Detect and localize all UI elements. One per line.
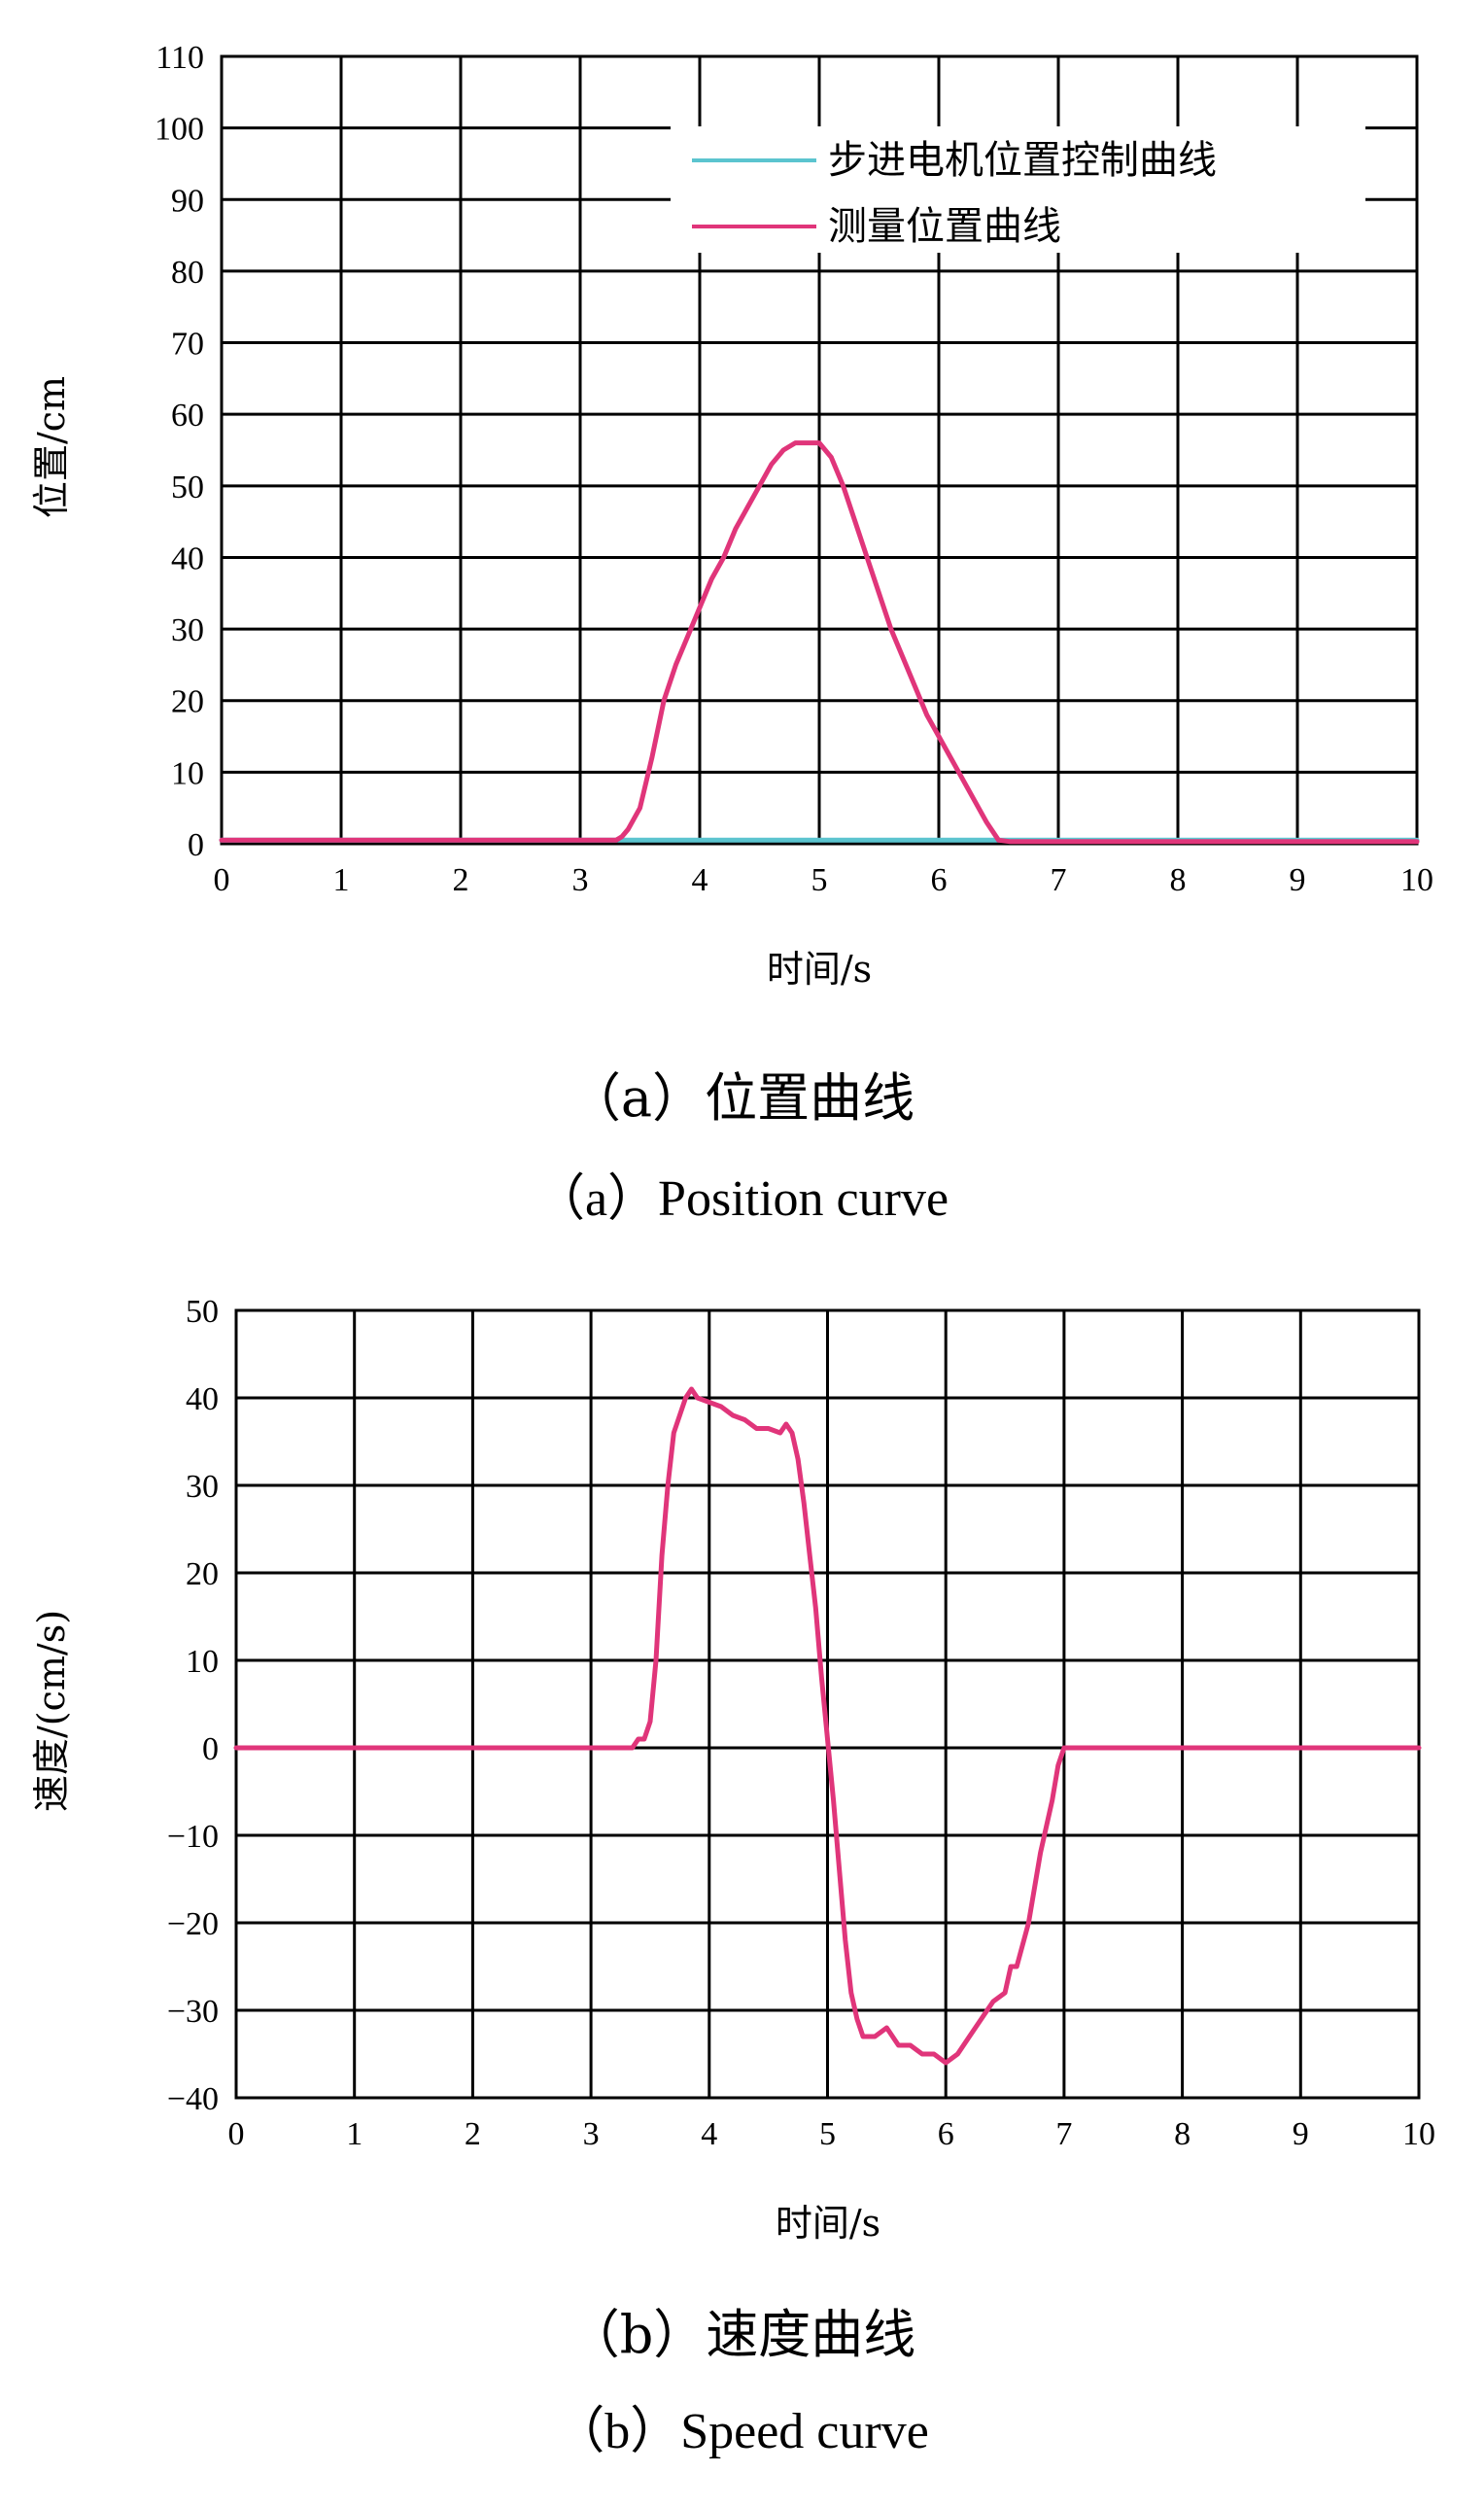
position-chart-caption-en: （a）Position curve [535,1171,949,1227]
legend-label-stepper: 步进电机位置控制曲线 [828,138,1217,183]
y-tick-label: 30 [171,612,204,648]
y-tick-label: −20 [167,1906,219,1942]
position-chart-y-axis-title: 位置/cm [30,376,73,518]
y-tick-label: 110 [155,40,204,76]
x-tick-label: 2 [465,2116,481,2152]
y-tick-label: 50 [171,470,204,505]
y-tick-label: 50 [186,1294,219,1330]
y-tick-label: 80 [171,255,204,291]
y-tick-label: 100 [155,112,204,148]
speed-chart-x-tick-labels: 0 1 2 3 4 5 6 7 8 9 10 [228,2116,1436,2152]
x-tick-label: 4 [692,862,708,898]
speed-chart-y-tick-labels: −40 −30 −20 −10 0 10 20 30 40 50 [167,1294,219,2117]
x-tick-label: 9 [1293,2116,1309,2152]
x-tick-label: 10 [1400,862,1433,898]
position-chart-series [219,440,1420,845]
x-tick-label: 5 [819,2116,836,2152]
x-tick-label: 1 [333,862,350,898]
speed-chart-series [233,1386,1422,2066]
legend-box [671,126,1365,253]
x-tick-label: 3 [583,2116,600,2152]
x-tick-label: 3 [572,862,589,898]
position-chart: 0 10 20 30 40 50 60 70 80 90 100 110 0 1 2 3 4 5 6 7 8 9 10 位… [30,40,1433,1227]
y-tick-label: −40 [167,2081,219,2117]
speed-chart-caption-en: （b）Speed curve [554,2404,929,2459]
y-tick-label: 10 [186,1644,219,1680]
position-chart-caption-cn: （a）位置曲线 [569,1067,915,1129]
x-tick-label: 10 [1402,2116,1435,2152]
y-tick-label: 0 [202,1731,219,1767]
y-tick-label: 90 [171,183,204,219]
y-tick-label: 10 [171,755,204,791]
speed-series-line-0 [233,1386,1422,2066]
speed-chart-x-axis-title: 时间/s [776,2202,880,2245]
x-tick-label: 4 [701,2116,717,2152]
x-tick-label: 7 [1051,862,1067,898]
position-chart-plot-frame [220,54,1419,846]
speed-chart: −40 −30 −20 −10 0 10 20 30 40 50 0 1 2 3 4 5 6 7 8 9 10 速度/… [30,1294,1435,2459]
position-chart-x-axis-title: 时间/s [767,948,872,991]
x-tick-label: 6 [931,862,948,898]
position-series-line-1 [219,440,1420,845]
speed-chart-grid [234,1308,1421,2100]
x-tick-label: 1 [346,2116,362,2152]
y-tick-label: 30 [186,1469,219,1505]
speed-chart-caption-cn: （b）速度曲线 [568,2304,916,2365]
y-tick-label: 40 [186,1381,219,1417]
y-tick-label: 20 [186,1556,219,1592]
x-tick-label: 8 [1174,2116,1191,2152]
y-tick-label: −10 [167,1819,219,1855]
y-tick-label: −30 [167,1994,219,2030]
y-tick-label: 60 [171,398,204,434]
legend-label-measured: 测量位置曲线 [828,204,1061,249]
position-chart-x-tick-labels: 0 1 2 3 4 5 6 7 8 9 10 [214,862,1434,898]
speed-chart-y-axis-title: 速度/(cm/s) [30,1610,73,1812]
x-tick-label: 7 [1055,2116,1072,2152]
position-chart-y-tick-labels: 0 10 20 30 40 50 60 70 80 90 100 110 [155,40,204,863]
x-tick-label: 8 [1170,862,1187,898]
x-tick-label: 9 [1290,862,1306,898]
y-tick-label: 20 [171,684,204,720]
y-tick-label: 70 [171,327,204,363]
x-tick-label: 0 [228,2116,245,2152]
position-chart-legend: 步进电机位置控制曲线 测量位置曲线 [671,126,1365,253]
x-tick-label: 0 [214,862,230,898]
x-tick-label: 2 [453,862,469,898]
x-tick-label: 6 [938,2116,954,2152]
y-tick-label: 40 [171,540,204,576]
x-tick-label: 5 [811,862,828,898]
y-tick-label: 0 [188,827,204,863]
speed-chart-plot-frame [234,1308,1421,2100]
